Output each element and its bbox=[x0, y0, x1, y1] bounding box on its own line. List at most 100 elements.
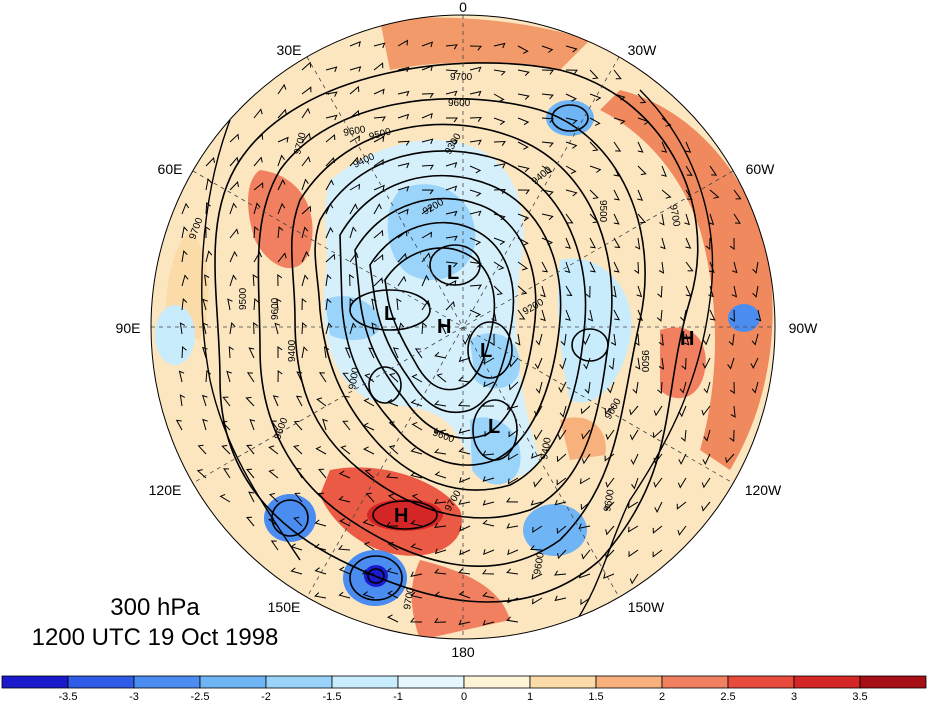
wind-barb bbox=[541, 69, 554, 75]
wind-barb bbox=[729, 237, 735, 250]
wind-barb bbox=[245, 516, 255, 527]
wind-barb bbox=[314, 543, 327, 551]
wind-barb bbox=[613, 93, 626, 101]
wind-barb bbox=[517, 189, 530, 195]
wind-barb bbox=[301, 226, 309, 239]
wind-barb bbox=[301, 205, 312, 215]
contour-cold-north bbox=[551, 104, 589, 132]
wind-barb bbox=[421, 189, 434, 195]
wind-barb bbox=[205, 156, 215, 167]
wind-barb bbox=[397, 252, 407, 263]
wind-barb bbox=[604, 453, 615, 462]
wind-barb bbox=[560, 333, 567, 346]
wind-barb bbox=[702, 333, 711, 346]
wind-barb bbox=[295, 467, 303, 479]
wind-barb bbox=[205, 201, 211, 215]
colorbar-tick-label: -3 bbox=[129, 691, 139, 702]
wind-barb bbox=[565, 93, 577, 102]
wind-barb bbox=[314, 567, 327, 575]
wind-barb bbox=[349, 40, 361, 47]
wind-barb bbox=[469, 139, 482, 146]
wind-barb bbox=[325, 179, 334, 191]
wind-barb bbox=[268, 469, 279, 479]
wind-barb bbox=[652, 549, 663, 558]
wind-barb bbox=[582, 333, 591, 346]
wind-barb bbox=[541, 141, 554, 148]
wind-barb bbox=[610, 333, 617, 346]
low-center-label: L bbox=[480, 340, 492, 362]
colorbar-swatch bbox=[727, 675, 795, 689]
low-center-label: L bbox=[384, 303, 396, 325]
wind-barb bbox=[181, 298, 188, 311]
wind-barb bbox=[482, 569, 495, 575]
wind-barb bbox=[293, 516, 303, 527]
wind-barb bbox=[421, 274, 430, 287]
wind-barb bbox=[325, 226, 334, 239]
wind-barb bbox=[530, 452, 543, 459]
wind-barb bbox=[541, 165, 553, 174]
contour-cold-pacific bbox=[349, 555, 403, 601]
wind-barb bbox=[680, 429, 687, 442]
wind-barb bbox=[342, 372, 351, 383]
wind-barb bbox=[410, 447, 423, 455]
wind-barb bbox=[205, 369, 212, 383]
wind-barb bbox=[613, 261, 620, 273]
colorbar-swatch bbox=[859, 675, 927, 689]
wind-barb bbox=[458, 499, 471, 505]
wind-barb bbox=[559, 405, 567, 418]
wind-barb bbox=[676, 501, 687, 510]
wind-barb bbox=[410, 591, 423, 599]
pressure-centers: L L L L H H H bbox=[384, 262, 694, 527]
wind-barb bbox=[613, 141, 622, 152]
wind-barb bbox=[493, 140, 506, 146]
contour-9700-east bbox=[569, 89, 714, 631]
wind-barb bbox=[565, 141, 578, 149]
wind-barb bbox=[421, 65, 434, 72]
wind-barb bbox=[554, 499, 567, 506]
wind-barb bbox=[181, 250, 188, 263]
wind-barb bbox=[337, 544, 351, 551]
wind-barb bbox=[349, 135, 360, 143]
wind-barb bbox=[325, 298, 332, 311]
contour-label: 9400 bbox=[287, 339, 298, 362]
wind-barb bbox=[445, 90, 458, 97]
wind-barb bbox=[268, 493, 279, 503]
wind-barb bbox=[301, 178, 309, 191]
wind-barb bbox=[253, 297, 259, 311]
wind-barb bbox=[301, 86, 312, 95]
wind-barb bbox=[440, 323, 447, 335]
wind-barb bbox=[410, 471, 423, 479]
wind-barb bbox=[277, 252, 287, 263]
wind-barb bbox=[202, 346, 208, 359]
wind-barb bbox=[181, 274, 189, 287]
wind-barb bbox=[446, 117, 458, 123]
wind-barb bbox=[421, 112, 433, 119]
wind-barb bbox=[605, 429, 615, 440]
wind-barb bbox=[752, 285, 759, 298]
wind-barb bbox=[636, 285, 643, 298]
colorbar-tick-label: -1.5 bbox=[323, 691, 342, 702]
colorbar-tick-label: 0 bbox=[461, 691, 467, 702]
wind-barb bbox=[565, 309, 571, 321]
wind-barb bbox=[349, 226, 357, 239]
wind-barb bbox=[727, 357, 735, 370]
wind-barb bbox=[628, 549, 639, 558]
wind-barb bbox=[491, 309, 497, 322]
wind-barb bbox=[583, 357, 591, 370]
colorbar-swatch bbox=[397, 675, 465, 689]
wind-barb bbox=[181, 202, 190, 215]
wind-barb bbox=[469, 210, 482, 217]
wind-barb bbox=[462, 333, 471, 345]
wind-barb bbox=[411, 493, 423, 503]
wind-barb bbox=[253, 322, 258, 335]
wind-barb bbox=[301, 107, 311, 119]
wind-barb bbox=[751, 333, 759, 346]
wind-barbs bbox=[175, 39, 762, 626]
wind-barb bbox=[445, 44, 458, 50]
lon-label-30e: 30E bbox=[277, 42, 302, 58]
wind-barb bbox=[541, 237, 554, 246]
wind-barb bbox=[493, 42, 506, 49]
colorbar-tick-label: 2.5 bbox=[720, 691, 735, 702]
wind-barb bbox=[245, 396, 255, 407]
wind-barb bbox=[434, 568, 447, 575]
